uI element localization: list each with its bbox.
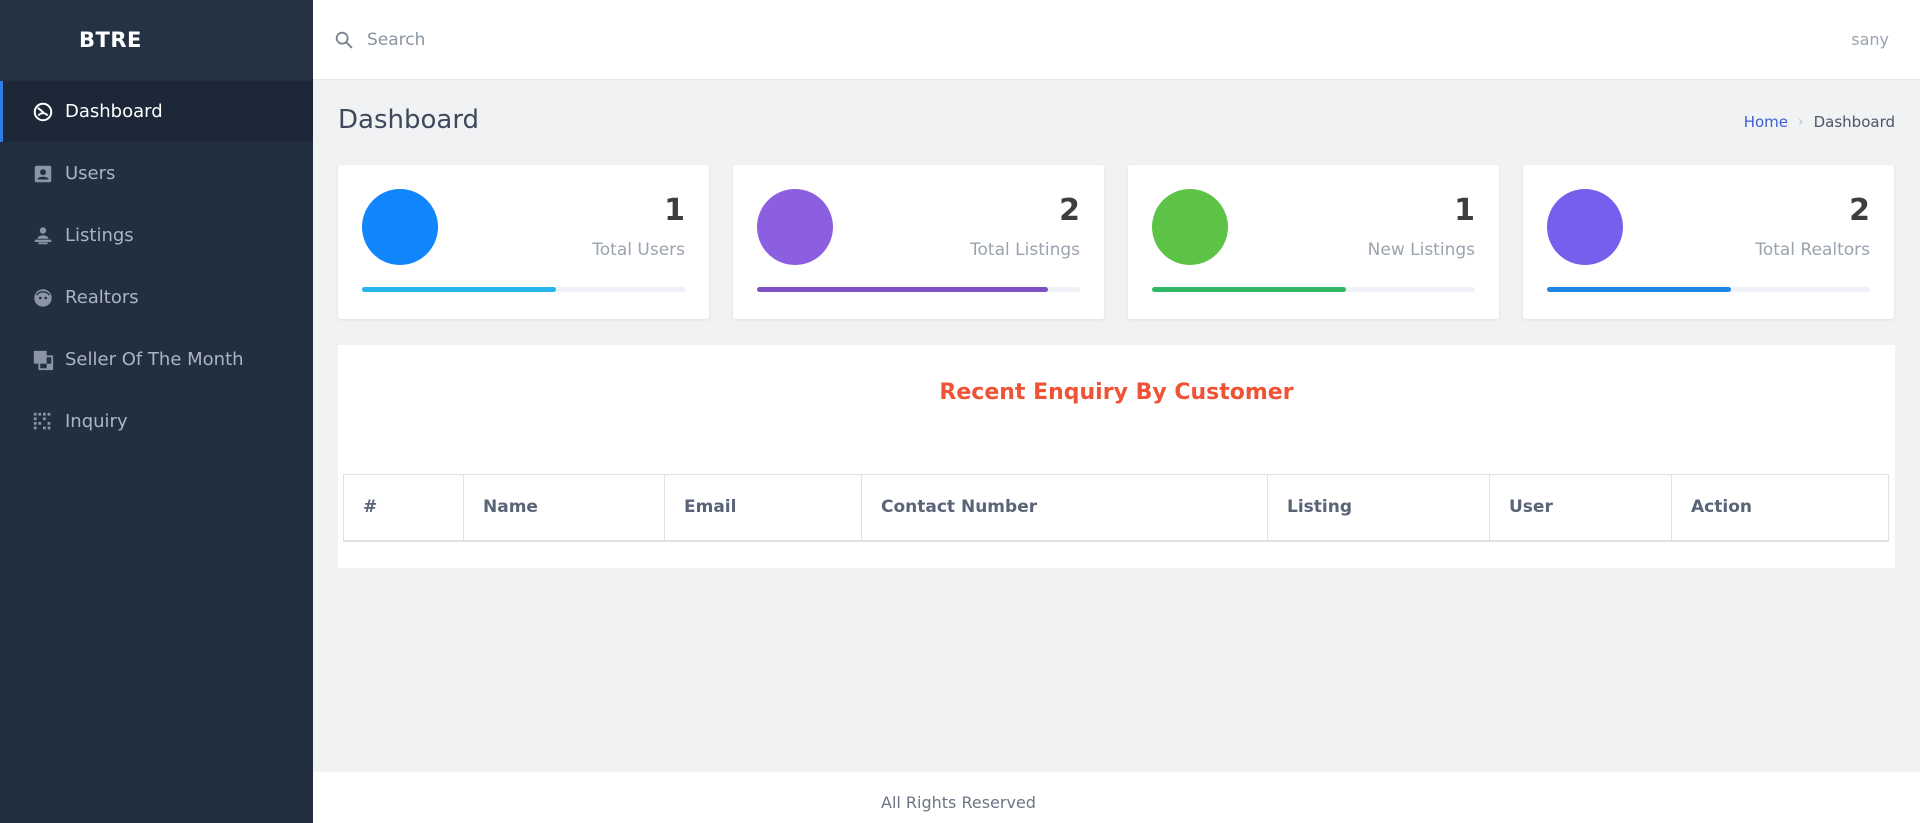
column-header-action[interactable]: Action: [1671, 474, 1889, 542]
stat-label: New Listings: [1367, 240, 1475, 260]
progress-bar: [757, 287, 1048, 292]
column-header-contact-number[interactable]: Contact Number: [861, 474, 1268, 542]
stat-label: Total Users: [592, 240, 685, 260]
dashboard-icon: [32, 101, 54, 123]
stat-circle-icon: [1152, 189, 1228, 265]
progress-track: [1152, 287, 1475, 292]
sidebar-item-seller-of-the-month[interactable]: Seller Of The Month: [0, 329, 313, 390]
stat-label: Total Listings: [970, 240, 1080, 260]
search-input[interactable]: [367, 29, 967, 50]
sidebar-item-realtors[interactable]: Realtors: [0, 267, 313, 328]
stat-circle-icon: [362, 189, 438, 265]
user-card-icon: [32, 163, 54, 185]
sidebar-item-label: Inquiry: [65, 411, 128, 432]
breadcrumb: Home › Dashboard: [1744, 113, 1895, 131]
chevron-right-icon: ›: [1798, 114, 1804, 130]
stacked-squares-icon: [32, 349, 54, 371]
grid-icon: [32, 411, 54, 433]
stat-value: 1: [1454, 193, 1475, 228]
sidebar-item-dashboard[interactable]: Dashboard: [0, 81, 313, 142]
sidebar-item-label: Seller Of The Month: [65, 349, 244, 370]
footer: All Rights Reserved: [313, 772, 1920, 823]
sidebar-item-label: Listings: [65, 225, 134, 246]
progress-bar: [1547, 287, 1732, 292]
page-title: Dashboard: [338, 105, 480, 135]
progress-track: [757, 287, 1080, 292]
user-menu[interactable]: sany: [1851, 30, 1889, 49]
sidebar-item-inquiry[interactable]: Inquiry: [0, 391, 313, 452]
column-header-email[interactable]: Email: [664, 474, 862, 542]
panel-title: Recent Enquiry By Customer: [939, 380, 1294, 405]
stat-card-total-realtors: 2 Total Realtors: [1523, 165, 1894, 319]
person-desk-icon: [32, 225, 54, 247]
stat-value: 2: [1849, 193, 1870, 228]
sidebar-item-label: Users: [65, 163, 116, 184]
sidebar-item-label: Dashboard: [65, 101, 163, 122]
search-icon[interactable]: [333, 29, 355, 51]
stat-circle-icon: [1547, 189, 1623, 265]
stat-value: 1: [664, 193, 685, 228]
face-icon: [32, 287, 54, 309]
column-header-name[interactable]: Name: [463, 474, 665, 542]
progress-track: [362, 287, 685, 292]
sidebar-item-listings[interactable]: Listings: [0, 205, 313, 266]
stat-card-new-listings: 1 New Listings: [1128, 165, 1499, 319]
top-bar: sany: [313, 0, 1920, 80]
stat-circle-icon: [757, 189, 833, 265]
stat-value: 2: [1059, 193, 1080, 228]
stat-cards: 1 Total Users 2 Total Listings 1 New Lis…: [338, 165, 1895, 319]
column-header-number[interactable]: #: [343, 474, 464, 542]
progress-bar: [1152, 287, 1346, 292]
breadcrumb-home-link[interactable]: Home: [1743, 113, 1788, 131]
column-header-user[interactable]: User: [1489, 474, 1672, 542]
stat-card-total-listings: 2 Total Listings: [733, 165, 1104, 319]
brand-logo[interactable]: BTRE: [0, 0, 313, 80]
table-header-row: # Name Email Contact Number Listing User…: [343, 474, 1889, 542]
sidebar: BTRE Dashboard Users Listings Realtors: [0, 0, 313, 823]
progress-track: [1547, 287, 1870, 292]
stat-label: Total Realtors: [1755, 240, 1870, 260]
recent-enquiry-panel: Recent Enquiry By Customer # Name Email …: [338, 345, 1895, 568]
stat-card-total-users: 1 Total Users: [338, 165, 709, 319]
footer-text: All Rights Reserved: [881, 793, 1036, 812]
sidebar-item-users[interactable]: Users: [0, 143, 313, 204]
breadcrumb-current: Dashboard: [1813, 113, 1895, 131]
enquiry-table: # Name Email Contact Number Listing User…: [343, 474, 1889, 542]
sidebar-nav: Dashboard Users Listings Realtors Seller…: [0, 81, 313, 452]
enquiry-table-wrap: # Name Email Contact Number Listing User…: [343, 474, 1889, 542]
progress-bar: [362, 287, 556, 292]
column-header-listing[interactable]: Listing: [1267, 474, 1490, 542]
sidebar-item-label: Realtors: [65, 287, 139, 308]
